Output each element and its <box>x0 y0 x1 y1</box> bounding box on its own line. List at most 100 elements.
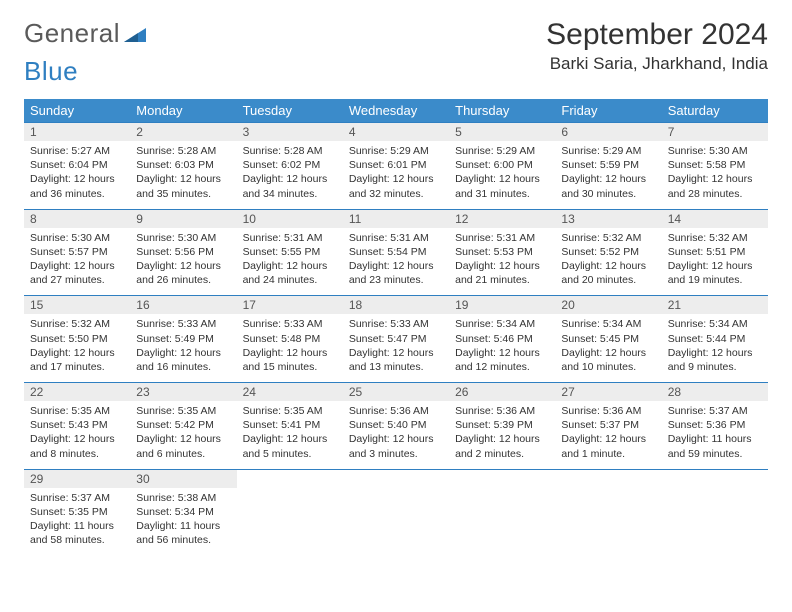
empty-cell <box>343 469 449 555</box>
day-number: 15 <box>24 296 130 314</box>
logo-text-blue: Blue <box>24 56 78 87</box>
day-number: 1 <box>24 123 130 141</box>
calendar-day-cell: 21Sunrise: 5:34 AMSunset: 5:44 PMDayligh… <box>662 296 768 383</box>
day-details: Sunrise: 5:29 AMSunset: 6:00 PMDaylight:… <box>449 141 555 209</box>
calendar-day-cell: 2Sunrise: 5:28 AMSunset: 6:03 PMDaylight… <box>130 123 236 210</box>
title-block: September 2024 Barki Saria, Jharkhand, I… <box>546 18 768 74</box>
weekday-header: Sunday <box>24 99 130 123</box>
day-number: 28 <box>662 383 768 401</box>
day-details: Sunrise: 5:35 AMSunset: 5:42 PMDaylight:… <box>130 401 236 469</box>
day-number: 13 <box>555 210 661 228</box>
day-details: Sunrise: 5:27 AMSunset: 6:04 PMDaylight:… <box>24 141 130 209</box>
day-number: 14 <box>662 210 768 228</box>
calendar-day-cell: 24Sunrise: 5:35 AMSunset: 5:41 PMDayligh… <box>237 383 343 470</box>
day-number: 19 <box>449 296 555 314</box>
day-details: Sunrise: 5:30 AMSunset: 5:58 PMDaylight:… <box>662 141 768 209</box>
day-details: Sunrise: 5:35 AMSunset: 5:41 PMDaylight:… <box>237 401 343 469</box>
calendar-day-cell: 7Sunrise: 5:30 AMSunset: 5:58 PMDaylight… <box>662 123 768 210</box>
calendar-week-row: 22Sunrise: 5:35 AMSunset: 5:43 PMDayligh… <box>24 383 768 470</box>
day-number: 10 <box>237 210 343 228</box>
day-number: 27 <box>555 383 661 401</box>
day-details: Sunrise: 5:29 AMSunset: 5:59 PMDaylight:… <box>555 141 661 209</box>
calendar-day-cell: 11Sunrise: 5:31 AMSunset: 5:54 PMDayligh… <box>343 209 449 296</box>
calendar-week-row: 1Sunrise: 5:27 AMSunset: 6:04 PMDaylight… <box>24 123 768 210</box>
day-number: 11 <box>343 210 449 228</box>
calendar-day-cell: 9Sunrise: 5:30 AMSunset: 5:56 PMDaylight… <box>130 209 236 296</box>
day-details: Sunrise: 5:32 AMSunset: 5:52 PMDaylight:… <box>555 228 661 296</box>
day-number: 26 <box>449 383 555 401</box>
weekday-header: Wednesday <box>343 99 449 123</box>
empty-cell <box>237 469 343 555</box>
calendar-day-cell: 19Sunrise: 5:34 AMSunset: 5:46 PMDayligh… <box>449 296 555 383</box>
calendar-day-cell: 8Sunrise: 5:30 AMSunset: 5:57 PMDaylight… <box>24 209 130 296</box>
day-number: 23 <box>130 383 236 401</box>
logo-text-general: General <box>24 18 120 49</box>
day-number: 8 <box>24 210 130 228</box>
calendar-day-cell: 10Sunrise: 5:31 AMSunset: 5:55 PMDayligh… <box>237 209 343 296</box>
day-details: Sunrise: 5:37 AMSunset: 5:36 PMDaylight:… <box>662 401 768 469</box>
calendar-day-cell: 30Sunrise: 5:38 AMSunset: 5:34 PMDayligh… <box>130 469 236 555</box>
day-number: 24 <box>237 383 343 401</box>
weekday-header-row: SundayMondayTuesdayWednesdayThursdayFrid… <box>24 99 768 123</box>
day-details: Sunrise: 5:31 AMSunset: 5:53 PMDaylight:… <box>449 228 555 296</box>
day-details: Sunrise: 5:30 AMSunset: 5:56 PMDaylight:… <box>130 228 236 296</box>
day-details: Sunrise: 5:36 AMSunset: 5:39 PMDaylight:… <box>449 401 555 469</box>
empty-cell <box>555 469 661 555</box>
empty-cell <box>662 469 768 555</box>
day-number: 7 <box>662 123 768 141</box>
calendar-week-row: 8Sunrise: 5:30 AMSunset: 5:57 PMDaylight… <box>24 209 768 296</box>
day-details: Sunrise: 5:38 AMSunset: 5:34 PMDaylight:… <box>130 488 236 556</box>
calendar-day-cell: 28Sunrise: 5:37 AMSunset: 5:36 PMDayligh… <box>662 383 768 470</box>
calendar-table: SundayMondayTuesdayWednesdayThursdayFrid… <box>24 99 768 555</box>
day-details: Sunrise: 5:28 AMSunset: 6:02 PMDaylight:… <box>237 141 343 209</box>
day-number: 12 <box>449 210 555 228</box>
empty-cell <box>449 469 555 555</box>
day-number: 18 <box>343 296 449 314</box>
calendar-day-cell: 4Sunrise: 5:29 AMSunset: 6:01 PMDaylight… <box>343 123 449 210</box>
day-number: 20 <box>555 296 661 314</box>
day-number: 25 <box>343 383 449 401</box>
calendar-day-cell: 5Sunrise: 5:29 AMSunset: 6:00 PMDaylight… <box>449 123 555 210</box>
weekday-header: Monday <box>130 99 236 123</box>
day-number: 29 <box>24 470 130 488</box>
day-number: 17 <box>237 296 343 314</box>
calendar-day-cell: 15Sunrise: 5:32 AMSunset: 5:50 PMDayligh… <box>24 296 130 383</box>
day-number: 16 <box>130 296 236 314</box>
logo: General <box>24 18 146 49</box>
day-details: Sunrise: 5:33 AMSunset: 5:47 PMDaylight:… <box>343 314 449 382</box>
day-details: Sunrise: 5:32 AMSunset: 5:51 PMDaylight:… <box>662 228 768 296</box>
calendar-day-cell: 17Sunrise: 5:33 AMSunset: 5:48 PMDayligh… <box>237 296 343 383</box>
day-details: Sunrise: 5:37 AMSunset: 5:35 PMDaylight:… <box>24 488 130 556</box>
day-details: Sunrise: 5:32 AMSunset: 5:50 PMDaylight:… <box>24 314 130 382</box>
day-details: Sunrise: 5:31 AMSunset: 5:55 PMDaylight:… <box>237 228 343 296</box>
calendar-day-cell: 23Sunrise: 5:35 AMSunset: 5:42 PMDayligh… <box>130 383 236 470</box>
day-number: 21 <box>662 296 768 314</box>
calendar-day-cell: 22Sunrise: 5:35 AMSunset: 5:43 PMDayligh… <box>24 383 130 470</box>
day-number: 5 <box>449 123 555 141</box>
calendar-day-cell: 18Sunrise: 5:33 AMSunset: 5:47 PMDayligh… <box>343 296 449 383</box>
day-details: Sunrise: 5:28 AMSunset: 6:03 PMDaylight:… <box>130 141 236 209</box>
day-details: Sunrise: 5:33 AMSunset: 5:48 PMDaylight:… <box>237 314 343 382</box>
location: Barki Saria, Jharkhand, India <box>546 54 768 74</box>
calendar-day-cell: 1Sunrise: 5:27 AMSunset: 6:04 PMDaylight… <box>24 123 130 210</box>
day-details: Sunrise: 5:33 AMSunset: 5:49 PMDaylight:… <box>130 314 236 382</box>
day-number: 30 <box>130 470 236 488</box>
calendar-week-row: 29Sunrise: 5:37 AMSunset: 5:35 PMDayligh… <box>24 469 768 555</box>
calendar-day-cell: 27Sunrise: 5:36 AMSunset: 5:37 PMDayligh… <box>555 383 661 470</box>
day-number: 6 <box>555 123 661 141</box>
day-details: Sunrise: 5:30 AMSunset: 5:57 PMDaylight:… <box>24 228 130 296</box>
weekday-header: Thursday <box>449 99 555 123</box>
calendar-day-cell: 14Sunrise: 5:32 AMSunset: 5:51 PMDayligh… <box>662 209 768 296</box>
weekday-header: Saturday <box>662 99 768 123</box>
day-details: Sunrise: 5:34 AMSunset: 5:44 PMDaylight:… <box>662 314 768 382</box>
day-number: 2 <box>130 123 236 141</box>
calendar-day-cell: 3Sunrise: 5:28 AMSunset: 6:02 PMDaylight… <box>237 123 343 210</box>
day-details: Sunrise: 5:35 AMSunset: 5:43 PMDaylight:… <box>24 401 130 469</box>
month-title: September 2024 <box>546 18 768 52</box>
calendar-day-cell: 12Sunrise: 5:31 AMSunset: 5:53 PMDayligh… <box>449 209 555 296</box>
day-number: 22 <box>24 383 130 401</box>
calendar-day-cell: 16Sunrise: 5:33 AMSunset: 5:49 PMDayligh… <box>130 296 236 383</box>
day-details: Sunrise: 5:34 AMSunset: 5:45 PMDaylight:… <box>555 314 661 382</box>
day-number: 3 <box>237 123 343 141</box>
day-number: 9 <box>130 210 236 228</box>
